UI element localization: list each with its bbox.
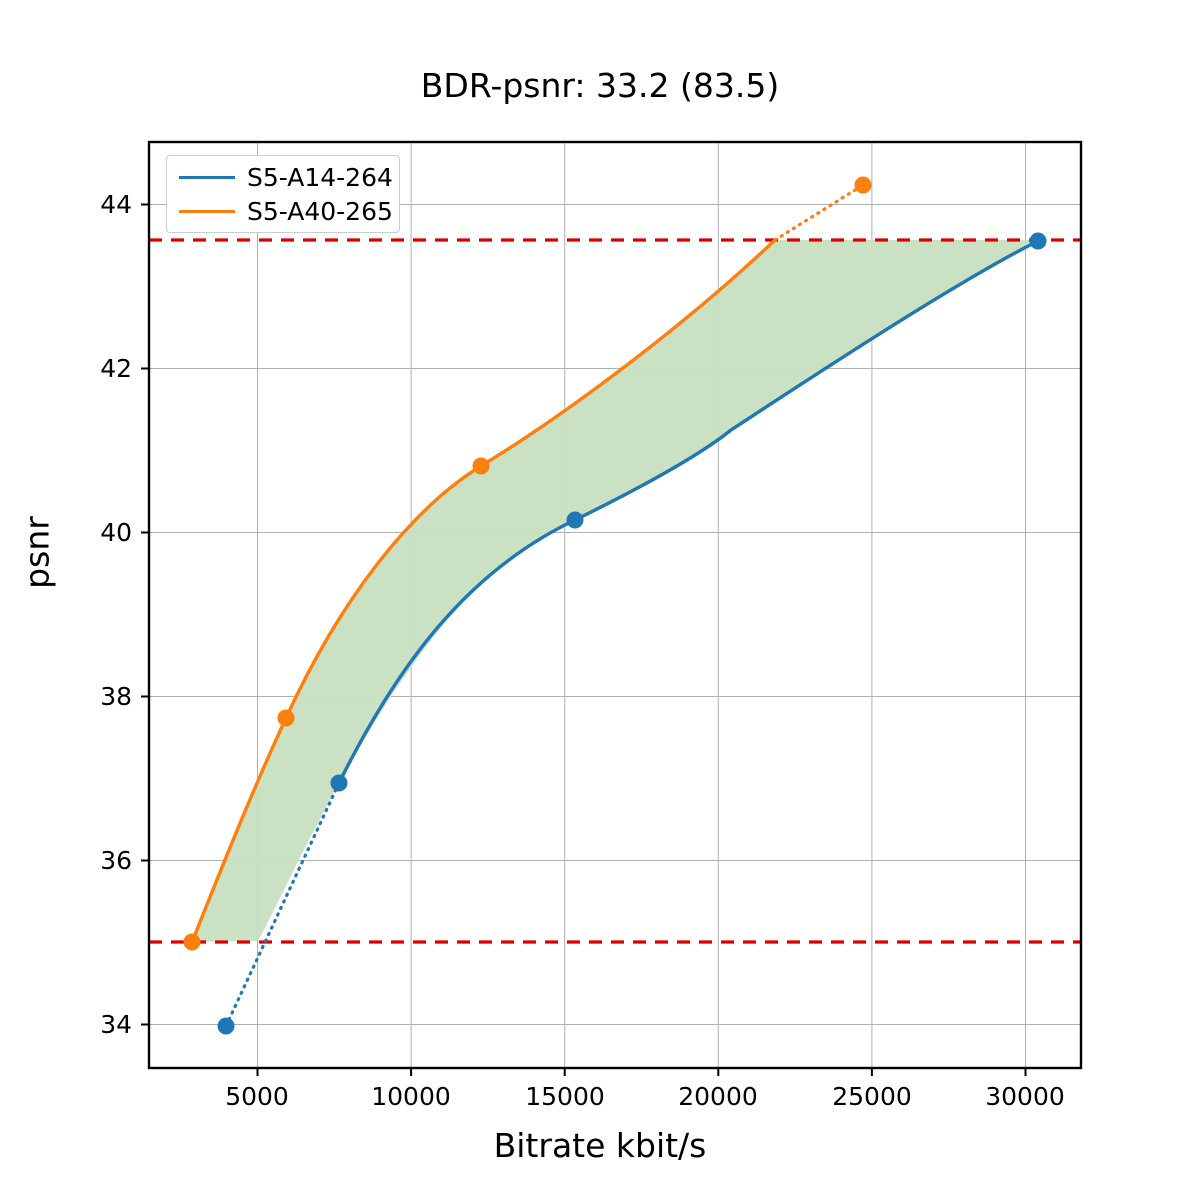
legend-item-s5-a14-264: S5-A14-264	[167, 160, 399, 194]
legend: S5-A14-264 S5-A40-265	[166, 155, 400, 233]
x-tick-label-30000: 30000	[985, 1082, 1065, 1111]
x-axis-label: Bitrate kbit/s	[493, 1126, 707, 1165]
x-tick-label-15000: 15000	[525, 1082, 605, 1111]
reference-lines	[149, 238, 1081, 944]
y-tick-label-36: 36	[100, 846, 132, 875]
series-line-s5-a14-264	[224, 239, 1040, 1028]
data-point	[217, 1017, 235, 1035]
series-orange-dotted-segment	[773, 183, 865, 242]
legend-swatch-blue	[179, 176, 235, 179]
legend-label: S5-A40-265	[247, 197, 393, 226]
y-tick-label-40: 40	[100, 518, 132, 547]
x-tick-label-5000: 5000	[225, 1082, 289, 1111]
legend-swatch-orange	[179, 210, 235, 213]
series-blue-solid-curve	[337, 239, 1040, 785]
axis-frame	[147, 140, 1083, 1070]
series-line-s5-a40-265	[190, 183, 865, 944]
x-tick-label-10000: 10000	[371, 1082, 451, 1111]
x-tick-label-20000: 20000	[678, 1082, 758, 1111]
y-tick-label-42: 42	[100, 354, 132, 383]
y-tick-label-38: 38	[100, 682, 132, 711]
data-point	[566, 511, 584, 529]
data-point	[472, 457, 490, 475]
tick-marks	[141, 203, 1027, 1076]
series-blue-dotted-segment	[224, 781, 341, 1028]
data-point	[854, 176, 872, 194]
data-point	[330, 774, 348, 792]
series-orange-markers	[183, 176, 872, 951]
series-blue-markers	[217, 232, 1047, 1035]
y-axis-label: psnr	[17, 516, 57, 589]
x-tick-label-25000: 25000	[832, 1082, 912, 1111]
page-title: BDR-psnr: 33.2 (83.5)	[420, 66, 780, 105]
data-point	[183, 933, 201, 951]
bd-rate-shaded-region	[192, 240, 1038, 942]
y-tick-label-44: 44	[100, 190, 132, 219]
legend-item-s5-a40-265: S5-A40-265	[167, 194, 399, 228]
data-point	[1029, 232, 1047, 250]
data-point	[277, 709, 295, 727]
series-orange-solid-curve	[190, 238, 777, 944]
y-tick-label-34: 34	[100, 1010, 132, 1039]
legend-label: S5-A14-264	[247, 163, 393, 192]
